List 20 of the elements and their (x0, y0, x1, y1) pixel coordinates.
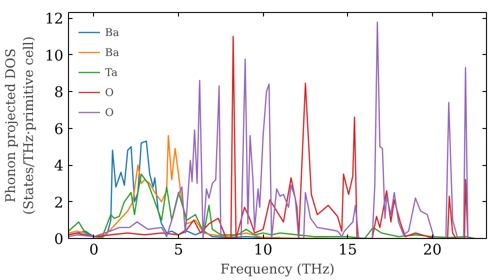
legend-label: Ta (105, 66, 119, 78)
y-tick-label: 4 (54, 158, 64, 175)
x-tick-label: 15 (338, 242, 358, 258)
y-tick-label: 8 (54, 84, 64, 102)
x-tick-label: 20 (423, 242, 442, 258)
legend-label: Ba (105, 46, 120, 58)
x-tick-label: 0 (89, 242, 99, 258)
y-tick-label: 6 (54, 120, 64, 138)
x-tick-label: 5 (174, 242, 184, 258)
x-tick-label: 10 (254, 242, 272, 258)
y-tick-label: 0 (54, 231, 64, 248)
y-axis-title: Phonon projected DOS (States/THz·primitive cell) (4, 36, 37, 215)
line-series (68, 174, 476, 238)
y-tick-label: 12 (44, 10, 64, 28)
x-axis-title: Frequency (THz) (220, 262, 335, 278)
y-tick-label: 10 (44, 47, 64, 64)
y-tick-label: 2 (54, 194, 64, 212)
legend-label: O (105, 106, 115, 118)
legend-label: Ba (105, 26, 120, 38)
legend-label: O (105, 86, 115, 98)
